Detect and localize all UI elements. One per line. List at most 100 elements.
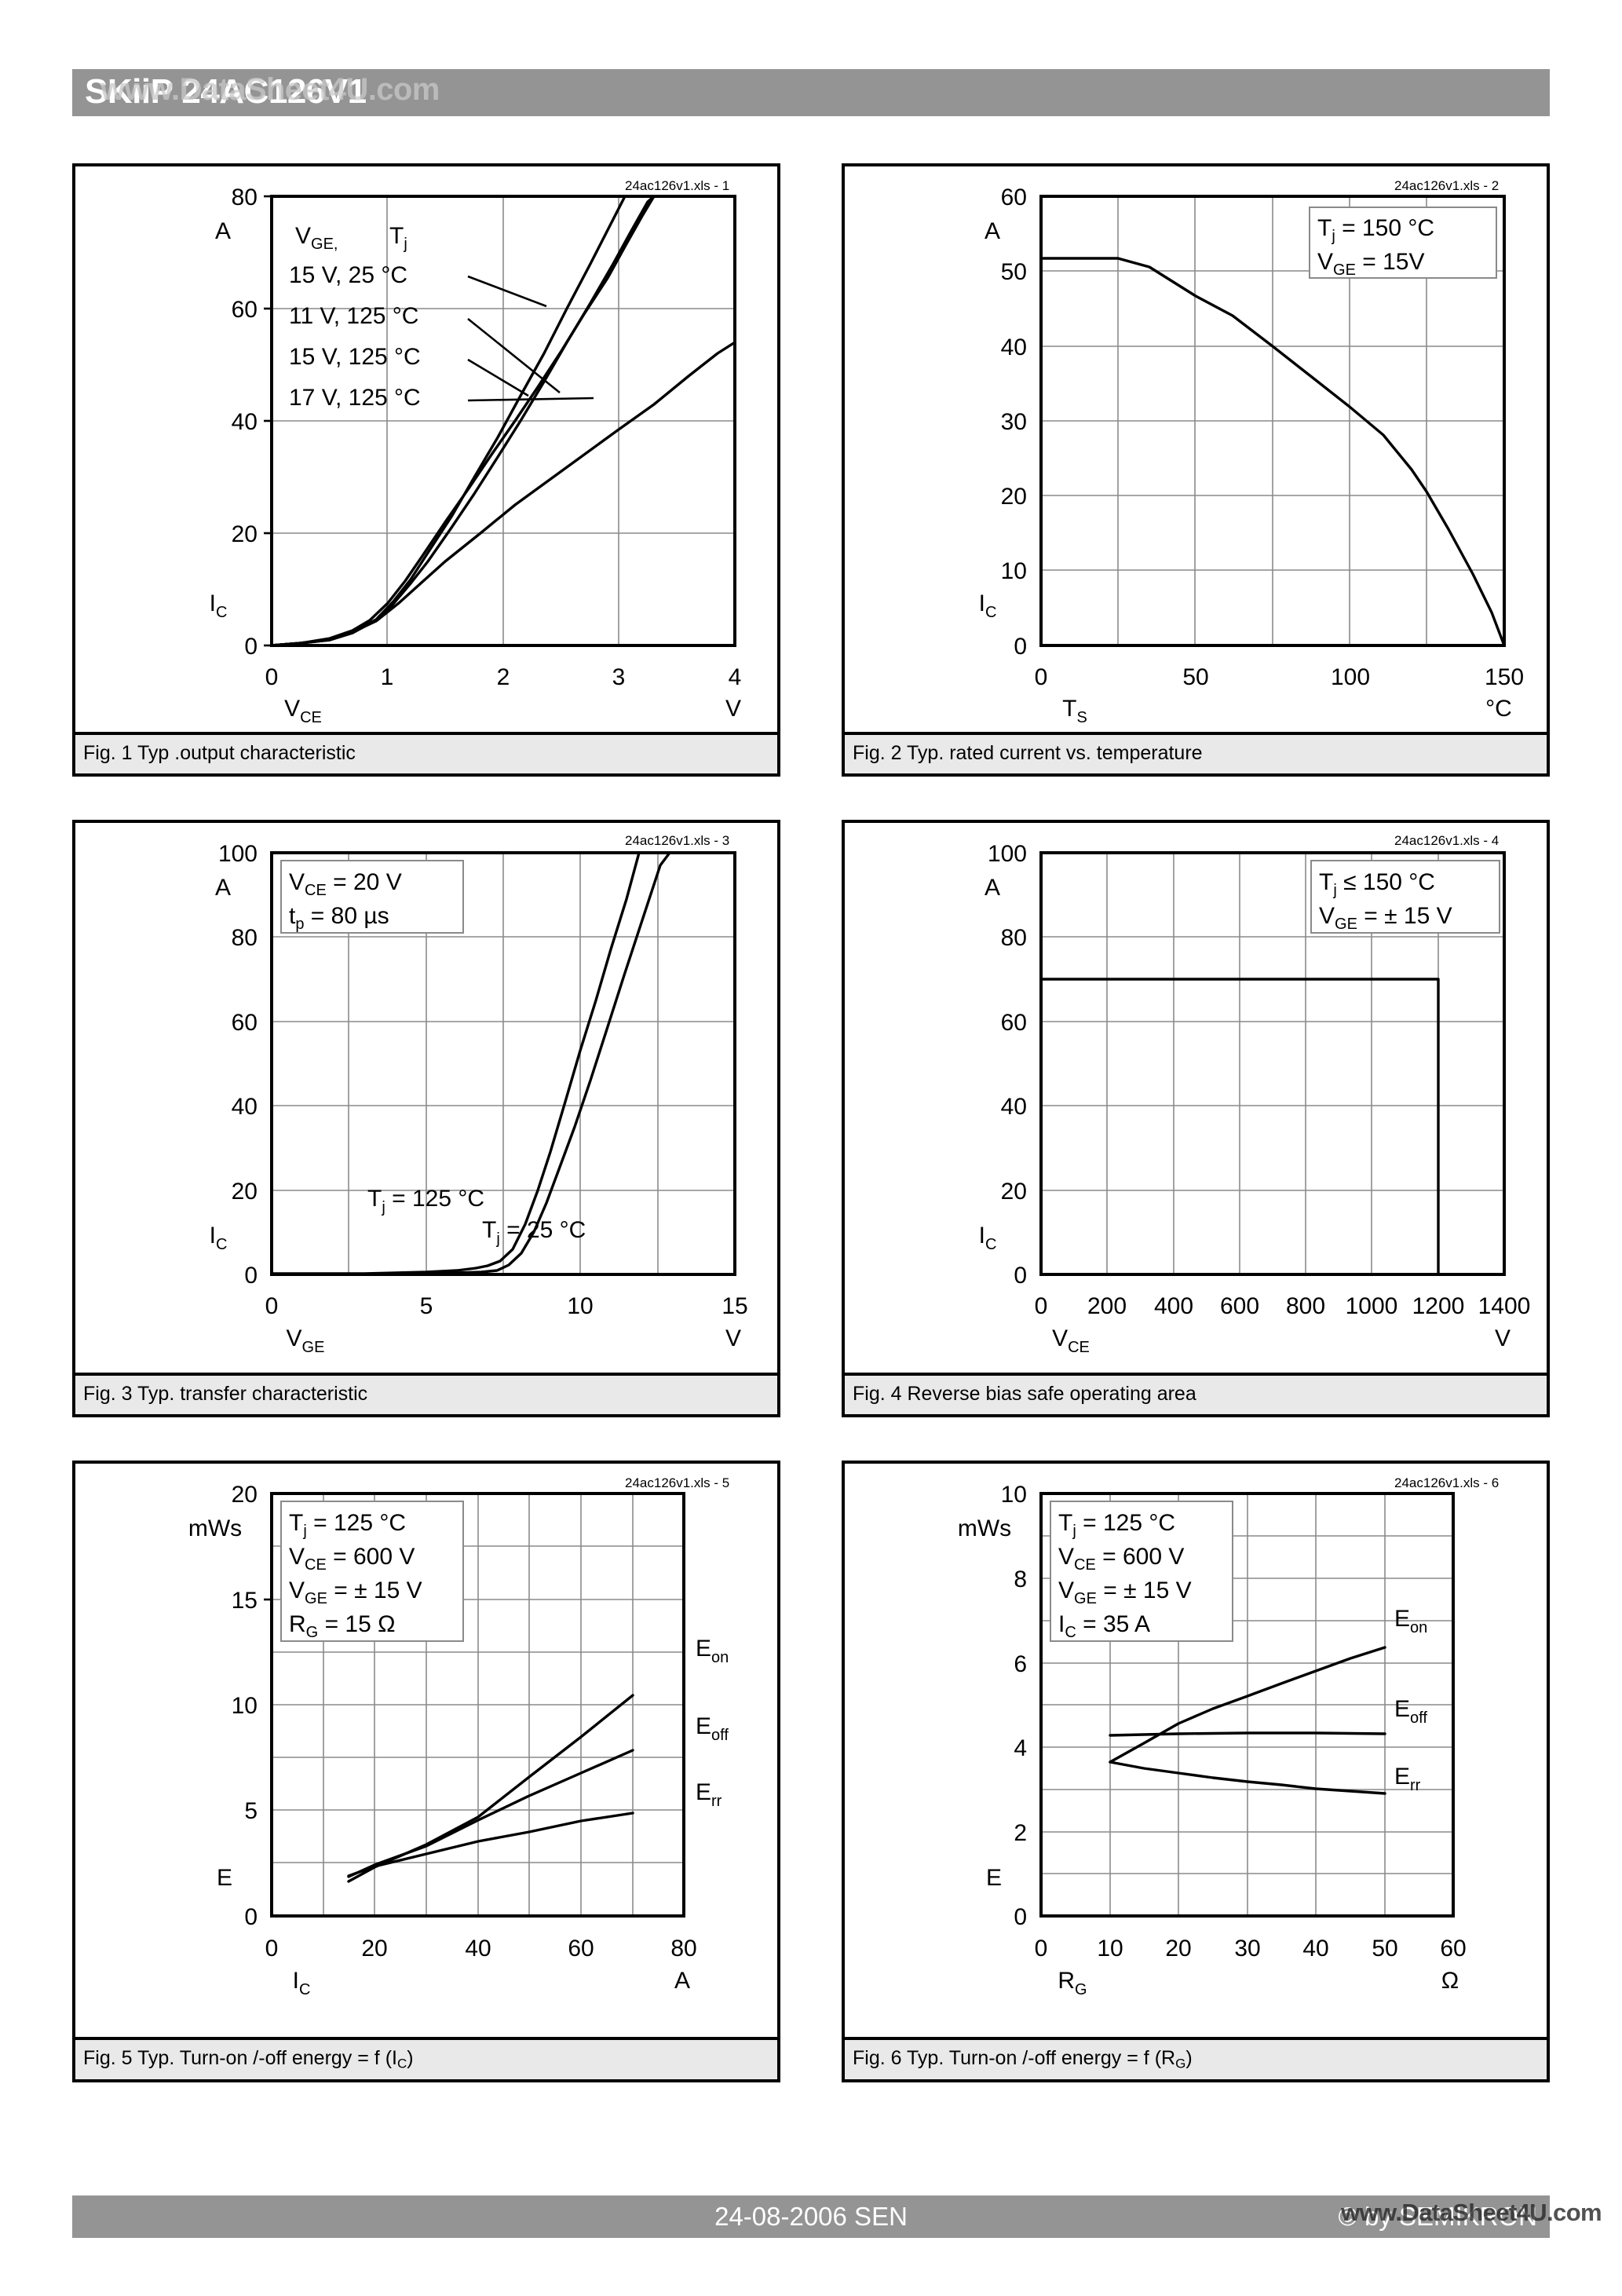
- curve-tj-125c: [270, 851, 641, 1275]
- y-tick-label: 0: [1014, 634, 1027, 660]
- plot-area-fig2: 24ac126v1.xls - 2: [845, 166, 1547, 732]
- x-axis-fig3: 0 5 10 15 VGE V: [265, 1293, 748, 1356]
- y-tick-label: 100: [988, 841, 1027, 867]
- x-tick-label: 60: [568, 1936, 594, 1961]
- xls-id-fig2: 24ac126v1.xls - 2: [1394, 178, 1499, 193]
- x-tick-label: 0: [265, 1293, 279, 1319]
- x-tick-label: 1000: [1346, 1293, 1398, 1319]
- y-axis-fig6: 10 8 6 4 2 0 mWs E: [958, 1482, 1027, 1930]
- x-tick-label: 50: [1372, 1936, 1397, 1961]
- plot-frame-fig6: [1039, 1491, 1455, 1918]
- header-watermark: www.DataSheet4U.com: [100, 72, 440, 107]
- y-tick-label: 50: [1001, 259, 1027, 285]
- plot-frame-fig3: [270, 850, 736, 1276]
- legend-header-tj: Tj: [389, 223, 407, 253]
- plot-area-fig4: 24ac126v1.xls - 4: [845, 823, 1547, 1373]
- x-tick-label: 400: [1154, 1293, 1193, 1319]
- curve-rated-current: [1039, 257, 1506, 647]
- x-tick-label: 0: [1035, 1293, 1048, 1319]
- caption-end: ): [1185, 2046, 1193, 2069]
- x-tick-label: 0: [265, 1936, 279, 1961]
- y-axis-unit: A: [985, 218, 1000, 244]
- figure-row-1: 24ac126v1.xls - 1: [72, 163, 1550, 777]
- y-axis-unit: A: [215, 218, 231, 244]
- curve-label-err: Err: [1394, 1764, 1421, 1794]
- legend-item-2: 15 V, 125 °C: [289, 344, 421, 370]
- x-tick-label: 0: [265, 664, 279, 690]
- plot-area-fig6: 24ac126v1.xls - 6: [845, 1464, 1547, 2037]
- y-axis-name: IC: [979, 590, 997, 621]
- x-axis-fig5: 0 20 40 60 80 IC A: [265, 1936, 697, 1998]
- y-tick-label: 60: [1001, 185, 1027, 210]
- y-tick-label: 60: [1001, 1010, 1027, 1036]
- legend-item-0: 15 V, 25 °C: [289, 262, 407, 288]
- xls-id-fig5: 24ac126v1.xls - 5: [625, 1475, 729, 1490]
- curve-label-eon: Eon: [696, 1636, 729, 1666]
- figure-panel-fig6: 24ac126v1.xls - 6: [842, 1460, 1550, 2083]
- x-axis-unit: V: [725, 696, 741, 722]
- x-tick-label: 40: [1302, 1936, 1328, 1961]
- caption-main: Fig. 6 Typ. Turn-on /-off energy = f (R: [853, 2046, 1176, 2069]
- x-axis-fig2: 0 50 100 150 TS °C: [1035, 664, 1524, 726]
- figure-caption-fig3: Fig. 3 Typ. transfer characteristic: [75, 1372, 777, 1414]
- info-line-ic: IC = 35 A: [1058, 1611, 1150, 1641]
- curve-eoff: [347, 1748, 634, 1878]
- x-axis-name: IC: [293, 1968, 311, 1998]
- figure-panel-fig1: 24ac126v1.xls - 1: [72, 163, 780, 777]
- curve-label-eon: Eon: [1394, 1606, 1427, 1636]
- info-line-tj: Tj = 125 °C: [1058, 1510, 1175, 1540]
- y-tick-label: 0: [244, 1904, 258, 1930]
- y-tick-label: 8: [1014, 1567, 1027, 1592]
- caption-sub: C: [396, 2055, 407, 2071]
- figure-panel-fig4: 24ac126v1.xls - 4: [842, 819, 1550, 1417]
- info-line-tj: Tj = 125 °C: [289, 1510, 406, 1540]
- y-tick-label: 30: [1001, 409, 1027, 435]
- curve-eon: [1109, 1645, 1386, 1764]
- x-tick-label: 3: [612, 664, 626, 690]
- figure-panel-fig3: 24ac126v1.xls - 3 100: [72, 819, 780, 1417]
- y-axis-name: IC: [210, 590, 228, 621]
- info-line-tp: tp = 80 µs: [289, 903, 389, 933]
- x-tick-label: 40: [465, 1936, 491, 1961]
- x-tick-label: 20: [1165, 1936, 1191, 1961]
- figure-caption-fig5: Fig. 5 Typ. Turn-on /-off energy = f (IC…: [75, 2036, 777, 2080]
- curve-labels-fig5: Eon Eoff Err: [696, 1636, 729, 1810]
- footer-date: 24-08-2006 SEN: [714, 2202, 908, 2231]
- y-tick-label: 2: [1014, 1820, 1027, 1846]
- figure-caption-fig1: Fig. 1 Typ .output characteristic: [75, 732, 777, 773]
- figure-panel-fig5: 24ac126v1.xls - 5: [72, 1460, 780, 2083]
- figure-caption-fig4: Fig. 4 Reverse bias safe operating area: [845, 1372, 1547, 1414]
- curve-label-eoff: Eoff: [1394, 1696, 1427, 1727]
- y-axis-fig4: 100 80 60 40 20 0 A IC: [979, 841, 1027, 1289]
- y-tick-label: 60: [232, 1010, 258, 1036]
- curve-err: [347, 1811, 634, 1877]
- x-axis-unit: V: [725, 1325, 741, 1351]
- x-tick-label: 60: [1440, 1936, 1466, 1961]
- y-tick-label: 40: [1001, 1094, 1027, 1120]
- caption-sub: G: [1175, 2055, 1186, 2071]
- x-tick-label: 600: [1220, 1293, 1259, 1319]
- x-axis-name: VCE: [1052, 1325, 1090, 1356]
- curve-labels-fig3: Tj = 125 °C Tj = 25 °C: [367, 1186, 586, 1248]
- x-tick-label: 1200: [1412, 1293, 1465, 1319]
- caption-end: ): [407, 2046, 414, 2069]
- caption-main: Fig. 5 Typ. Turn-on /-off energy = f (I: [83, 2046, 397, 2069]
- y-tick-label: 20: [232, 1482, 258, 1508]
- info-line-rg: RG = 15 Ω: [289, 1611, 396, 1641]
- info-line-vge: VGE = ± 15 V: [1319, 903, 1452, 933]
- x-tick-label: 30: [1234, 1936, 1260, 1961]
- curve-label-125c: Tj = 125 °C: [367, 1186, 484, 1216]
- info-box-fig3: VCE = 20 V tp = 80 µs: [280, 859, 464, 934]
- y-axis-name: IC: [210, 1223, 228, 1253]
- curve-17v-125c: [270, 195, 627, 647]
- x-axis-fig4: 0 200 400 600 800 1000 1200 1400 VCE V: [1035, 1293, 1531, 1356]
- xls-id-fig6: 24ac126v1.xls - 6: [1394, 1475, 1499, 1490]
- info-line-vge: VGE = ± 15 V: [289, 1578, 422, 1607]
- curve-eoff: [1109, 1731, 1386, 1737]
- page-title: SKiiP 24AC126V1: [85, 72, 367, 111]
- plot-frame-fig4: [1039, 850, 1506, 1276]
- x-tick-label: 5: [420, 1293, 433, 1319]
- info-box-fig5: Tj = 125 °C VCE = 600 V VGE = ± 15 V RG …: [280, 1500, 464, 1642]
- x-tick-label: 80: [670, 1936, 696, 1961]
- y-tick-label: 0: [1014, 1904, 1027, 1930]
